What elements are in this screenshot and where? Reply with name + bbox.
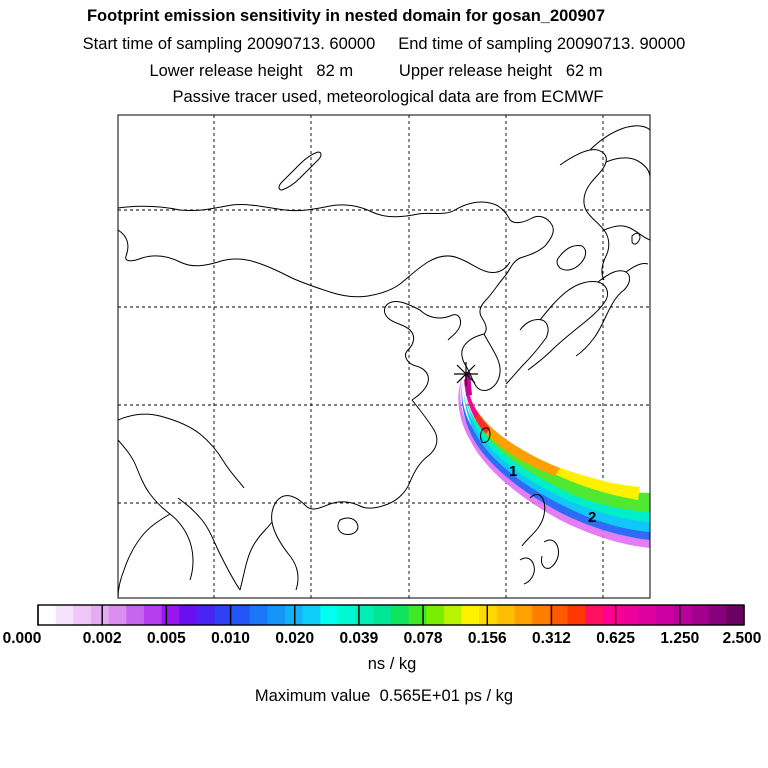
colorbar-swatch	[567, 605, 586, 625]
colorbar-swatch	[126, 605, 145, 625]
colorbar-swatch	[143, 605, 162, 625]
footprint-plume	[458, 372, 650, 548]
colorbar-swatch	[161, 605, 180, 625]
colorbar-swatch	[408, 605, 427, 625]
colorbar-label: 0.020	[275, 630, 315, 647]
colorbar-label: 0.002	[82, 630, 122, 647]
colorbar-label: 2.500	[722, 630, 762, 647]
colorbar-swatch	[249, 605, 268, 625]
colorbar-swatch	[338, 605, 356, 625]
release-lower: Lower release height 82 m	[149, 62, 354, 80]
release-height-line: Lower release height 82 m Upper release …	[0, 61, 760, 81]
colorbar-outline	[37, 604, 745, 626]
colorbar-label: 0.078	[403, 630, 443, 647]
sampling-time-line: Start time of sampling 20090713. 60000 E…	[0, 34, 768, 54]
colorbar-swatch	[320, 605, 339, 625]
map-frame	[117, 114, 651, 599]
colorbar-swatch	[496, 605, 515, 625]
sampling-end: End time of sampling 20090713. 90000	[398, 35, 686, 53]
colorbar-label: 0.156	[467, 630, 507, 647]
colorbar-swatch	[479, 605, 498, 625]
colorbar-swatch	[302, 605, 321, 625]
colorbar-swatch	[532, 605, 551, 625]
colorbar-swatch	[391, 605, 409, 625]
colorbar-label: 0.625	[596, 630, 636, 647]
colorbar-unit: ns / kg	[367, 655, 417, 673]
release-upper: Upper release height 62 m	[398, 62, 603, 80]
colorbar-swatch	[602, 605, 621, 625]
colorbar-label: 0.039	[339, 630, 379, 647]
colorbar-swatch	[108, 605, 127, 625]
colorbar-swatch	[461, 605, 480, 625]
sampling-start: Start time of sampling 20090713. 60000	[82, 35, 376, 53]
colorbar-label: 1.250	[660, 630, 700, 647]
colorbar-swatch	[514, 605, 533, 625]
time-label-1: 1	[509, 463, 517, 480]
colorbar-swatch	[90, 605, 109, 625]
map-panel: 1 2	[118, 115, 650, 598]
colorbar-swatch	[73, 605, 92, 625]
colorbar-swatch	[196, 605, 215, 625]
colorbar-swatch	[214, 605, 233, 625]
time-label-2: 2	[588, 509, 596, 526]
colorbar-swatch	[585, 605, 604, 625]
colorbar-swatch	[443, 605, 462, 625]
colorbar-swatch	[55, 605, 74, 625]
colorbar-swatch	[655, 605, 674, 625]
release-site-marker	[454, 362, 478, 386]
colorbar-swatch	[355, 605, 374, 625]
colorbar-label: 0.005	[146, 630, 186, 647]
colorbar	[37, 604, 745, 626]
colorbar-swatch	[426, 605, 445, 625]
colorbar-swatch	[232, 605, 251, 625]
colorbar-swatch	[708, 605, 727, 625]
colorbar-label: 0.000	[2, 630, 42, 647]
colorbar-swatch	[267, 605, 286, 625]
colorbar-swatch	[726, 605, 745, 625]
colorbar-swatch	[691, 605, 709, 625]
colorbar-swatch	[673, 605, 692, 625]
colorbar-swatch	[620, 605, 639, 625]
colorbar-swatch	[38, 605, 56, 625]
colorbar-swatch	[179, 605, 198, 625]
plot-subtitle: Passive tracer used, meteorological data…	[172, 88, 604, 106]
colorbar-label: 0.010	[211, 630, 250, 647]
graticule	[118, 115, 650, 598]
coastlines	[118, 125, 650, 598]
maximum-value: Maximum value 0.565E+01 ps / kg	[254, 687, 514, 705]
plot-title: Footprint emission sensitivity in nested…	[86, 7, 606, 25]
colorbar-swatch	[373, 605, 392, 625]
colorbar-label: 0.312	[532, 630, 571, 647]
colorbar-swatch	[638, 605, 657, 625]
colorbar-swatch	[549, 605, 568, 625]
